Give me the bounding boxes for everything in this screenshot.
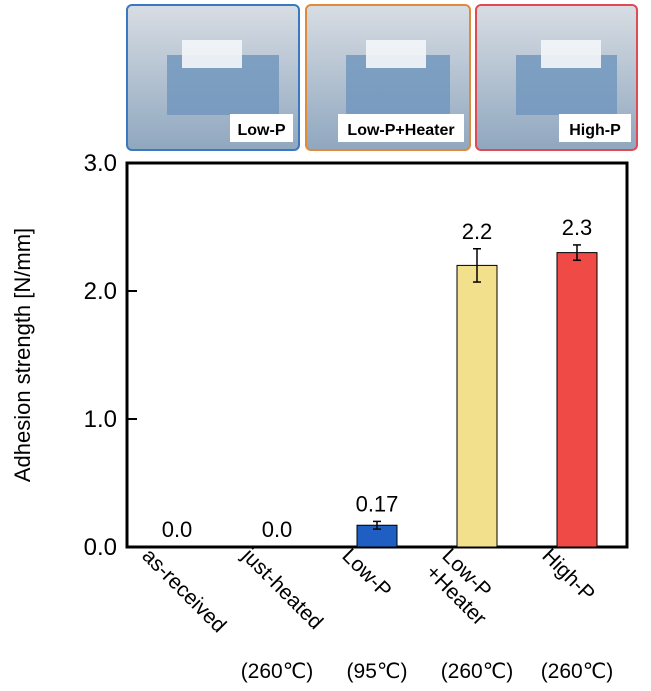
value-label: 0.17 (356, 491, 399, 516)
x-tick-label: Low-P (337, 544, 395, 602)
bar (557, 253, 597, 547)
x-tick-label: High-P (537, 544, 599, 606)
bar (457, 265, 497, 547)
x-sublabel: (260℃) (441, 660, 514, 683)
y-tick-label: 3.0 (84, 150, 117, 177)
y-tick-label: 0.0 (84, 534, 117, 561)
plot-frame (127, 163, 627, 547)
value-label: 0.0 (162, 517, 193, 542)
x-sublabel: (260℃) (241, 660, 314, 683)
y-tick-label: 1.0 (84, 406, 117, 433)
photo-label: Low-P (238, 122, 286, 139)
x-tick-label: Low-P+Heater (421, 544, 507, 630)
chart: Adhesion strength [N/mm] Low-P Low-P+Heat… (0, 0, 651, 691)
x-sublabel: (95℃) (347, 660, 408, 683)
photo-tape (366, 40, 426, 68)
value-label: 0.0 (262, 517, 293, 542)
y-tick-label: 2.0 (84, 278, 117, 305)
value-label: 2.3 (562, 215, 593, 240)
photo-tape (182, 40, 242, 68)
x-tick-label: as-received (137, 544, 230, 637)
x-tick-label: just-heated (237, 544, 327, 634)
photo-label: High-P (569, 122, 621, 139)
value-label: 2.2 (462, 219, 493, 244)
y-axis-title: Adhesion strength [N/mm] (10, 228, 35, 482)
x-sublabel: (260℃) (541, 660, 614, 683)
photo-tape (541, 40, 601, 68)
photo-label: Low-P+Heater (347, 122, 454, 139)
